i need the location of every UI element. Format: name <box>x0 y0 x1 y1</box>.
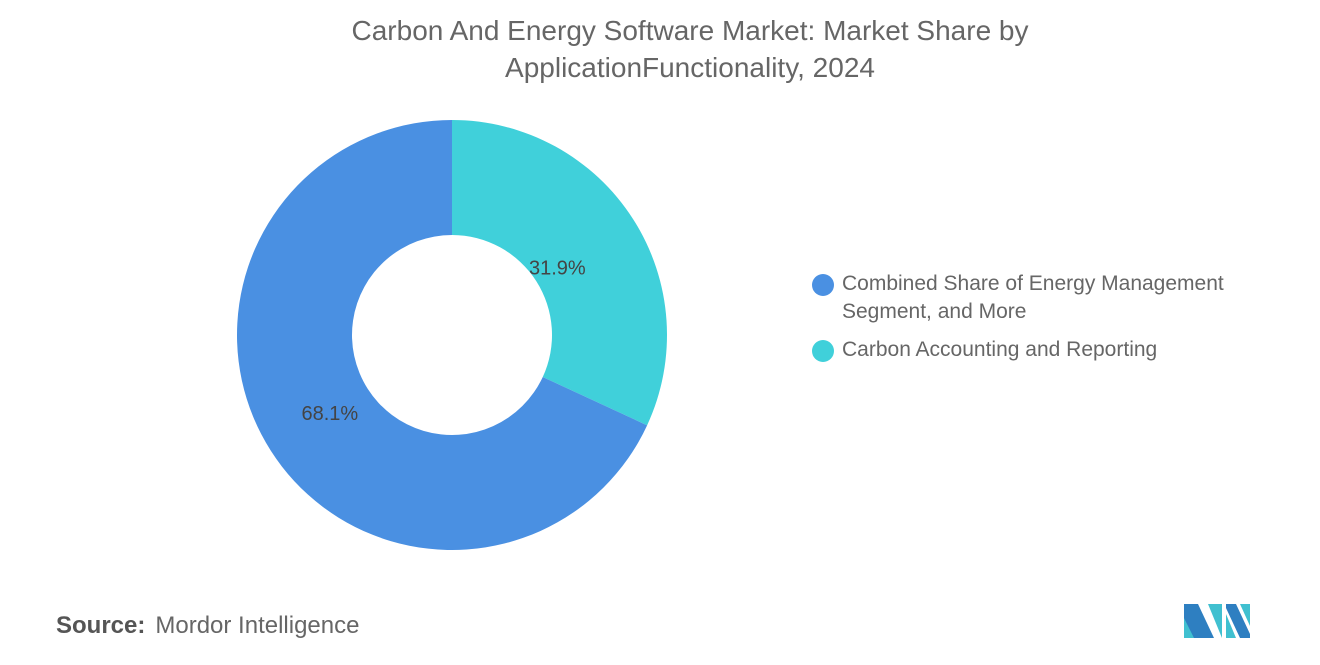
legend-swatch <box>812 340 834 362</box>
donut-slice <box>237 120 648 550</box>
mordor-logo <box>1184 604 1250 638</box>
donut-slice <box>452 120 667 426</box>
data-label: 68.1% <box>301 403 358 425</box>
legend-label: Carbon Accounting and Reporting <box>842 338 1158 361</box>
legend-label: Combined Share of Energy Management Segm… <box>842 272 1224 323</box>
data-label: 31.9% <box>529 258 586 280</box>
source-note: Source: Mordor Intelligence <box>56 612 359 640</box>
source-label: Source: <box>56 612 146 639</box>
legend: Combined Share of Energy Management Segm… <box>812 270 1262 374</box>
legend-item: Carbon Accounting and Reporting <box>812 336 1262 364</box>
legend-swatch <box>812 274 834 296</box>
source-value: Mordor Intelligence <box>155 612 360 639</box>
legend-item: Combined Share of Energy Management Segm… <box>812 270 1262 326</box>
chart-title: Carbon And Energy Software Market: Marke… <box>351 15 1029 83</box>
